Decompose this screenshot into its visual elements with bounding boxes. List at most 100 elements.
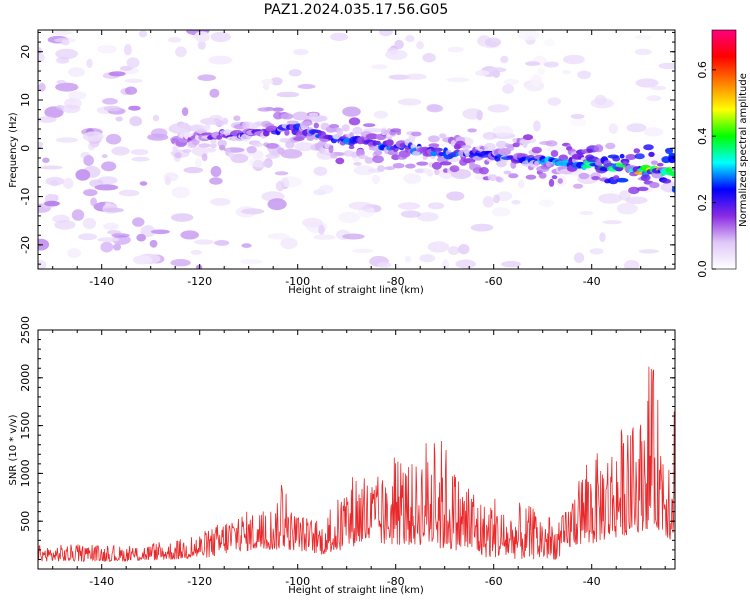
- heatmap-cell: [313, 166, 328, 176]
- heatmap-cell: [130, 149, 149, 156]
- heatmap-cell: [598, 193, 622, 204]
- heatmap-cell: [297, 84, 316, 89]
- snr-x-axis-label: Height of straight line (km): [288, 585, 424, 596]
- heatmap-cell: [474, 70, 490, 76]
- heatmap-cell: [123, 44, 132, 56]
- heatmap-cell: [593, 144, 604, 153]
- heatmap-cell: [276, 91, 300, 98]
- heatmap-cell: [522, 134, 534, 141]
- heatmap-cell: [422, 53, 436, 63]
- heatmap-cell: [373, 150, 383, 156]
- heatmap-cell: [338, 211, 361, 224]
- colorbar-tick-label: 0.6: [696, 61, 709, 79]
- heatmap-cell: [482, 196, 494, 208]
- heatmap-cell: [385, 139, 394, 147]
- heatmap-cell: [328, 145, 334, 154]
- heatmap-cell: [280, 113, 294, 120]
- heatmap-cell: [56, 79, 66, 85]
- heatmap-cell: [83, 155, 94, 166]
- heatmap-cell: [63, 177, 74, 190]
- heatmap-cell: [97, 44, 117, 54]
- heatmap-cell: [449, 165, 460, 173]
- heatmap-cell: [294, 142, 315, 152]
- heatmap-cell: [252, 142, 263, 147]
- heatmap-cell: [616, 202, 638, 215]
- heatmap-cell: [193, 239, 215, 245]
- heatmap-cell: [599, 232, 606, 243]
- heatmap-cell: [171, 186, 191, 199]
- heatmap-cell: [383, 130, 391, 134]
- heatmap-cell: [376, 262, 392, 268]
- heatmap-cell: [351, 248, 374, 253]
- heatmap-cell: [219, 144, 226, 151]
- heatmap-cell: [230, 153, 249, 164]
- heatmap-cell: [623, 260, 640, 269]
- heatmap-cell: [302, 121, 313, 126]
- heatmap-cell: [261, 78, 274, 85]
- heatmap-cell: [328, 124, 340, 129]
- heatmap-cell: [492, 125, 514, 137]
- heatmap-cell: [87, 142, 96, 151]
- heatmap-cell: [668, 155, 675, 164]
- heatmap-cell: [38, 82, 46, 92]
- heatmap-cell: [182, 149, 192, 153]
- heatmap-cell: [61, 104, 81, 114]
- x-tick-label: -140: [89, 275, 114, 288]
- heatmap-cell: [348, 145, 355, 150]
- x-tick-label: -40: [583, 275, 601, 288]
- heatmap-cell: [377, 165, 385, 172]
- heatmap-cell: [416, 212, 439, 222]
- heatmap-cell: [638, 249, 660, 254]
- heatmap-cell: [197, 40, 206, 50]
- heatmap-cell: [488, 67, 507, 73]
- heatmap-cell: [648, 151, 655, 157]
- heatmap-cell: [198, 143, 211, 148]
- heatmap-cell: [379, 30, 393, 37]
- heatmap-cell: [267, 233, 290, 240]
- y-tick-label: 2000: [19, 364, 32, 392]
- x-tick-label: -100: [285, 275, 310, 288]
- heatmap-cell: [447, 46, 464, 53]
- heatmap-cell: [573, 252, 585, 264]
- heatmap-cell: [400, 210, 421, 218]
- heatmap-cell: [210, 166, 222, 177]
- snr-y-ticks: 500 1000 1500 2000 2500: [19, 316, 675, 570]
- heatmap-cell: [392, 163, 405, 169]
- x-tick-label: -100: [285, 575, 310, 588]
- heatmap-cell: [591, 176, 600, 181]
- spectrogram-x-axis-label: Height of straight line (km): [288, 285, 424, 296]
- heatmap-cell: [149, 239, 158, 248]
- heatmap-cell: [416, 41, 424, 50]
- colorbar-tick-label: 0.4: [696, 127, 709, 145]
- heatmap-cell: [439, 161, 452, 166]
- heatmap-cell: [537, 67, 546, 75]
- heatmap-cell: [38, 53, 45, 63]
- heatmap-cell: [363, 123, 376, 127]
- heatmap-cell: [496, 191, 513, 202]
- heatmap-cell: [522, 140, 528, 149]
- heatmap-cell: [589, 248, 604, 255]
- heatmap-cell: [55, 82, 79, 92]
- heatmap-cell: [634, 34, 652, 40]
- heatmap-cell: [175, 46, 187, 58]
- heatmap-cell: [274, 171, 289, 176]
- y-tick-label: 2500: [19, 316, 32, 344]
- heatmap-cell: [404, 73, 427, 80]
- y-tick-label: -20: [19, 236, 32, 254]
- snr-series-line: [38, 366, 675, 563]
- heatmap-cell: [634, 153, 645, 160]
- heatmap-cell: [550, 150, 559, 157]
- heatmap-cell: [358, 155, 369, 160]
- heatmap-cell: [642, 153, 666, 166]
- heatmap-cell: [416, 161, 429, 166]
- heatmap-cell: [545, 146, 566, 152]
- heatmap-cell: [544, 38, 555, 47]
- heatmap-cell: [640, 174, 651, 182]
- heatmap-cell: [517, 30, 540, 41]
- heatmap-cell: [501, 260, 521, 268]
- heatmap-cell: [650, 85, 667, 91]
- heatmap-cell: [341, 124, 350, 132]
- heatmap-cell: [543, 61, 560, 68]
- spectrogram-heatmap: [38, 30, 675, 269]
